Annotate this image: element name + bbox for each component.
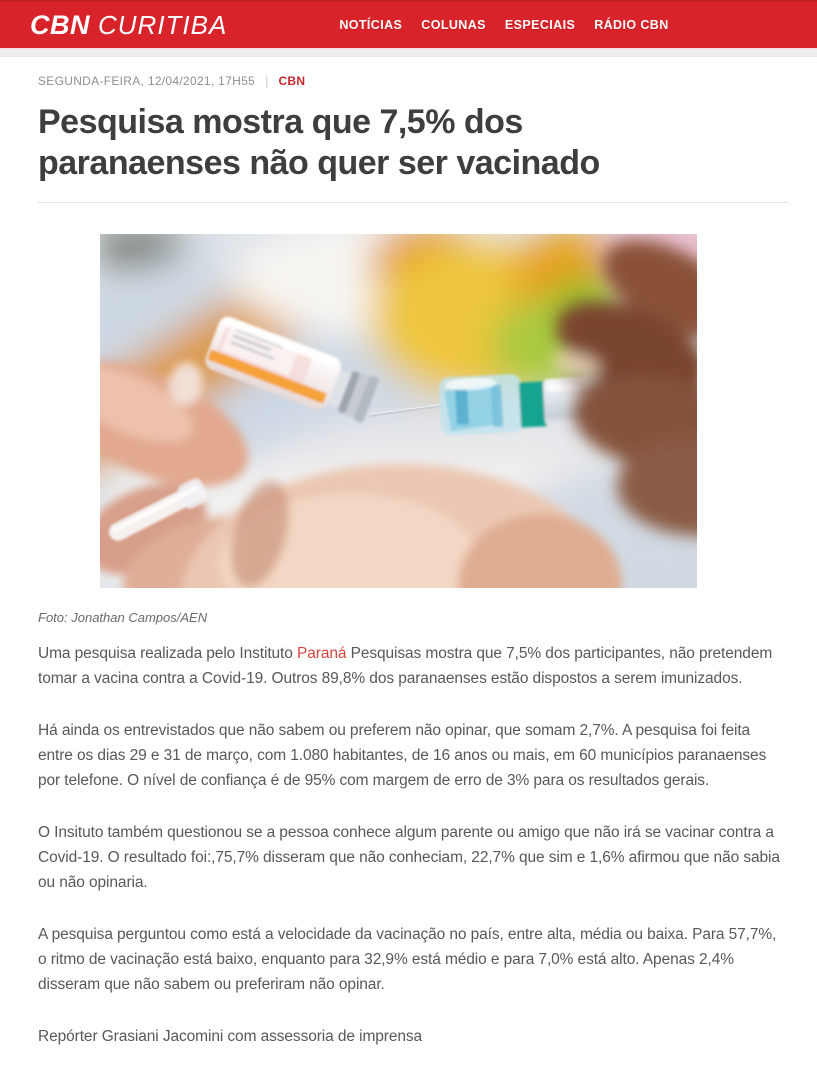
thumbnail [168, 362, 204, 406]
paragraph-1-text-after: Pesquisas mostra que 7,5% dos participan… [38, 645, 773, 687]
syringe-teal-band [518, 381, 548, 428]
vaccine-vial [205, 316, 379, 423]
article-meta: SEGUNDA-FEIRA, 12/04/2021, 17H55 | CBN [38, 73, 788, 88]
article-photo [100, 234, 697, 588]
needle [368, 402, 453, 418]
nav-item-especiais[interactable]: ESPECIAIS [504, 18, 576, 32]
article-title: Pesquisa mostra que 7,5% dos paranaenses… [38, 103, 600, 182]
needle-cap [109, 478, 208, 541]
nav-item-noticias[interactable]: NOTÍCIAS [339, 18, 403, 32]
paragraph-1-text-before: Uma pesquisa realizada pelo Instituto [38, 645, 297, 662]
paragraph-3: O Insituto também questionou se a pessoa… [38, 824, 780, 891]
headline-divider [38, 202, 788, 203]
header-divider-strip [0, 48, 817, 57]
article-body: Uma pesquisa realizada pelo Instituto Pa… [38, 641, 788, 1049]
parana-pesquisas-link[interactable]: Paraná [297, 645, 347, 662]
vaccine-photo-illustration [100, 234, 697, 588]
logo-curitiba: CURITIBA [98, 9, 228, 40]
paragraph-1: Uma pesquisa realizada pelo Instituto Pa… [38, 641, 788, 691]
cbn-curitiba-logo[interactable]: CBN CURITIBA [30, 10, 227, 41]
nav-item-colunas[interactable]: COLUNAS [421, 18, 486, 32]
main-navigation: NOTÍCIAS COLUNAS ESPECIAIS RÁDIO CBN [339, 18, 668, 32]
right-hand [552, 240, 697, 536]
category-link[interactable]: CBN [278, 73, 306, 88]
article-page: SEGUNDA-FEIRA, 12/04/2021, 17H55 | CBN P… [38, 73, 788, 1049]
photo-credit: Foto: Jonathan Campos/AEN [38, 610, 208, 625]
meta-separator: | [265, 73, 269, 88]
paragraph-4: A pesquisa perguntou como está a velocid… [38, 926, 777, 993]
paragraph-2: Há ainda os entrevistados que não sabem … [38, 722, 767, 789]
left-hand [100, 361, 622, 588]
nav-item-radio-cbn[interactable]: RÁDIO CBN [594, 18, 669, 32]
site-header: CBN CURITIBA NOTÍCIAS COLUNAS ESPECIAIS … [0, 0, 817, 48]
publish-datetime: SEGUNDA-FEIRA, 12/04/2021, 17H55 [38, 73, 256, 88]
reporter-byline: Repórter Grasiani Jacomini com assessori… [38, 1028, 423, 1045]
logo-cbn: CBN [30, 9, 90, 40]
